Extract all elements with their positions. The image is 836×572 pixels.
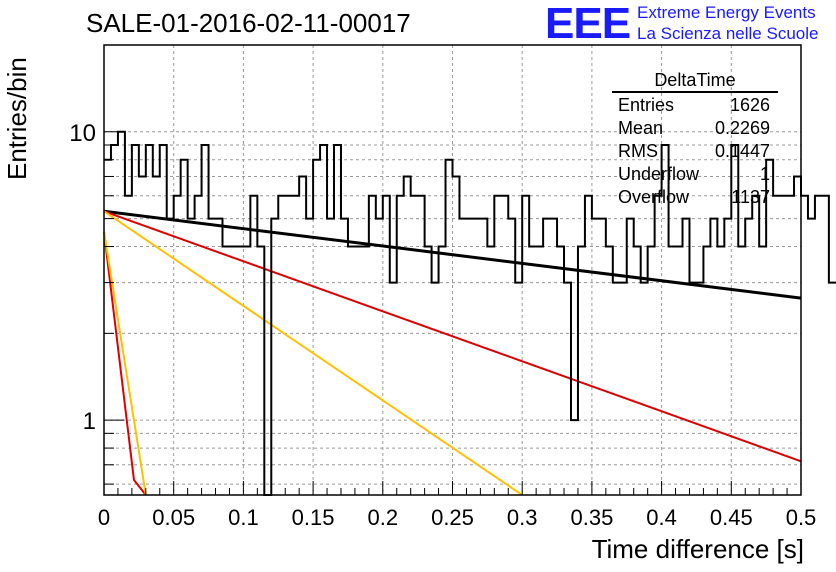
eee-logo: EEE [545,0,631,48]
axis-ticks [103,131,802,495]
x-axis-label: Time difference [s] [591,534,804,564]
x-tick-label: 0.25 [431,505,474,530]
x-tick-label: 0.15 [292,505,335,530]
stats-value: 1 [759,164,770,184]
x-tick-label: 0.05 [152,505,195,530]
logo-line-2: La Scienza nelle Scuole [637,24,819,43]
fit-curve [103,231,147,496]
stats-value: 1137 [731,187,770,207]
fit-curve [103,210,523,496]
y-axis-label: Entries/bin [2,57,32,180]
logo-line-1: Extreme Energy Events [637,3,816,22]
stats-row: RMS 0.1447 [612,140,778,163]
stats-label: Overflow [618,187,690,207]
grid-lines [104,45,801,495]
stats-row: Underflow 1 [612,163,778,186]
stats-row: Entries 1626 [612,94,778,117]
stats-title: DeltaTime [612,69,778,93]
x-tick-label: 0 [98,505,110,530]
histogram [104,130,836,496]
stats-label: Underflow [618,164,700,184]
x-tick-label: 0.1 [228,505,259,530]
x-tick-label: 0.3 [507,505,538,530]
chart-title: SALE-01-2016-02-11-00017 [86,8,411,38]
tick-labels: 0 0.05 0.1 0.15 0.2 0.25 0.3 0.35 0.4 0.45 0.5 1 10 [69,120,816,530]
x-tick-label: 0.2 [368,505,399,530]
stats-label: RMS [618,141,658,161]
stats-value: 1626 [729,95,770,115]
stats-row: Mean 0.2269 [612,117,778,140]
x-tick-label: 0.5 [786,505,817,530]
stats-value: 0.1447 [714,141,770,161]
fit-curves [103,209,802,496]
stats-box: DeltaTime Entries 1626 Mean 0.2269 RMS 0.14… [612,69,778,209]
y-tick-label: 1 [83,408,96,435]
x-tick-label: 0.35 [570,505,613,530]
fit-curve [103,231,147,496]
stats-label: Mean [618,118,664,138]
x-tick-label: 0.45 [710,505,753,530]
stats-label: Entries [618,95,675,115]
fit-curve [103,210,802,463]
stats-value: 0.2269 [714,118,770,138]
fit-curve [103,209,802,300]
y-tick-label: 10 [69,120,96,147]
stats-row: Overflow 1137 [612,186,778,209]
x-tick-label: 0.4 [646,505,677,530]
